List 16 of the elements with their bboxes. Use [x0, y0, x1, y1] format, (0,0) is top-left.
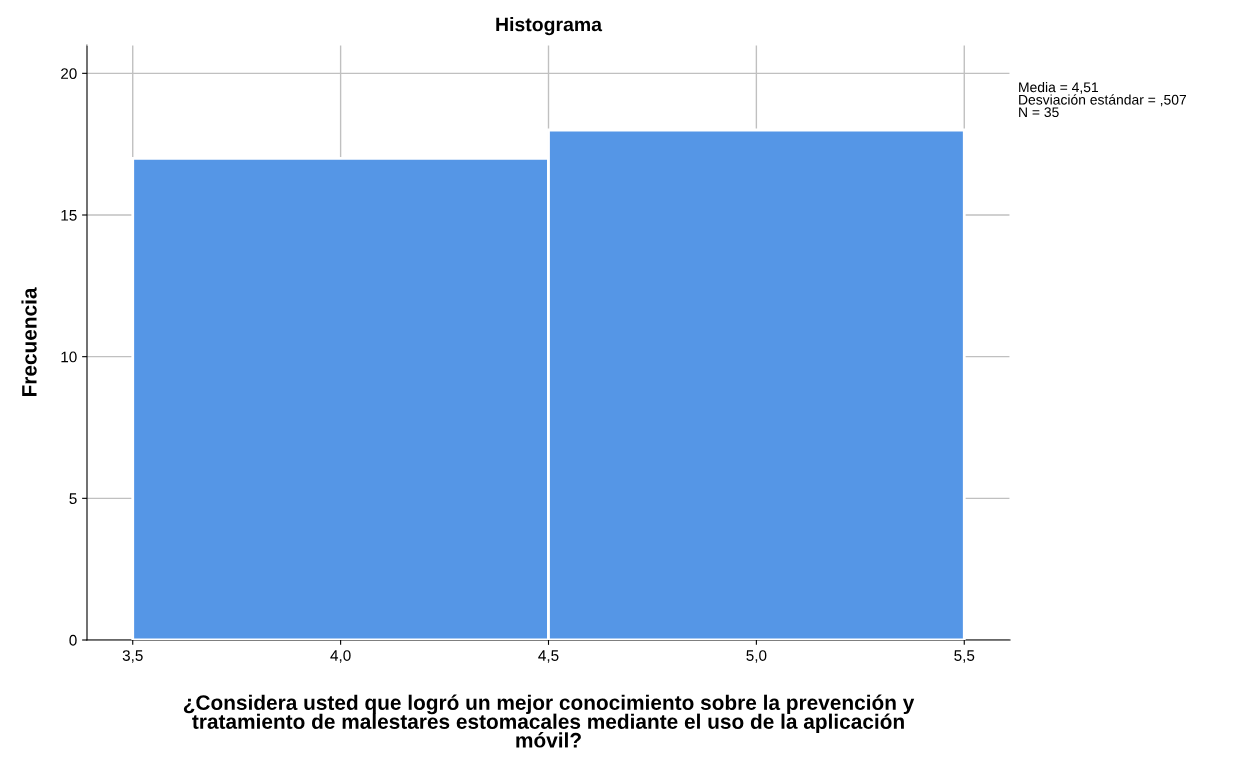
x-tick-label: 5,5: [954, 650, 975, 663]
text: Media = 4,51: [1019, 82, 1099, 94]
x-tick-label: 5,0: [746, 650, 767, 663]
chart-title: Histograma: [496, 17, 603, 36]
x-tick-label: 4,0: [330, 650, 351, 663]
text: N = 35: [1019, 107, 1059, 118]
x-tick-label: 3,5: [122, 650, 143, 663]
y-tick-label: 5: [69, 493, 77, 505]
y-tick-label: 15: [61, 210, 77, 221]
y-axis-title: Frecuencia: [21, 287, 37, 397]
y-tick-label: 10: [61, 351, 77, 363]
y-tick-label: 20: [61, 68, 77, 80]
x-tick-label: 4,5: [538, 650, 559, 663]
text: Desviación estándar = ,507: [1019, 94, 1186, 107]
y-tick-label: 0: [69, 634, 77, 646]
x-axis-title: ¿Considera usted que logró un mejor conocimiento sobre la prevención y tratamiento de malestares estomacales mediante el uso de la aplicación móvil?: [183, 694, 915, 748]
